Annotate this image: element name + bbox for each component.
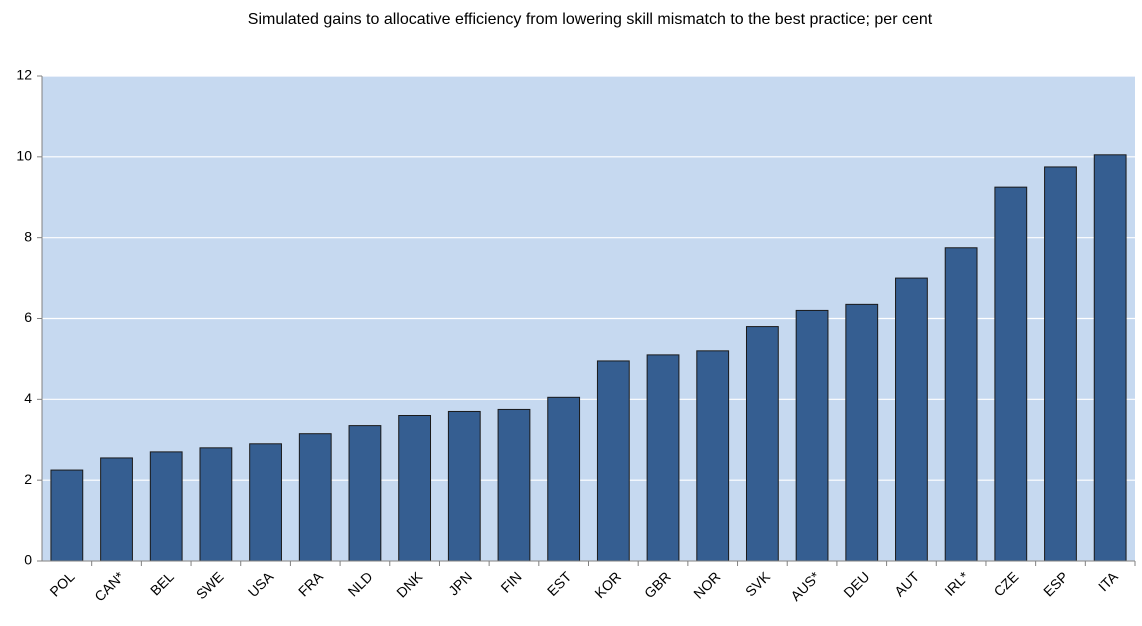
x-tick-label: GBR bbox=[641, 568, 674, 601]
x-tick-label: EST bbox=[544, 568, 575, 599]
bar bbox=[1044, 166, 1077, 562]
x-tick-label: CZE bbox=[990, 568, 1021, 599]
x-tick-label: POL bbox=[46, 568, 77, 599]
x-tick-label: ESP bbox=[1040, 568, 1071, 599]
x-tick-label: USA bbox=[245, 568, 277, 600]
y-tick-label: 4 bbox=[24, 390, 32, 406]
bar bbox=[845, 303, 879, 562]
bar bbox=[547, 396, 581, 562]
y-tick-label: 12 bbox=[16, 67, 32, 83]
x-tick-label: JPN bbox=[445, 568, 475, 598]
x-tick-label: KOR bbox=[591, 568, 624, 601]
bar bbox=[497, 408, 531, 562]
bar bbox=[249, 443, 282, 562]
bar bbox=[895, 277, 928, 562]
y-tick-label: 2 bbox=[24, 471, 32, 487]
bar bbox=[298, 433, 332, 562]
bar bbox=[50, 469, 84, 562]
bar bbox=[944, 247, 978, 562]
x-tick-label: CAN* bbox=[91, 568, 127, 604]
bar bbox=[447, 410, 481, 562]
bar bbox=[745, 326, 779, 562]
bar bbox=[795, 309, 829, 562]
x-tick-label: NLD bbox=[345, 568, 376, 599]
x-tick-label: AUT bbox=[891, 568, 922, 599]
bar bbox=[596, 360, 630, 562]
x-tick-label: AUS* bbox=[787, 568, 823, 604]
y-tick-label: 10 bbox=[16, 148, 32, 164]
x-tick-label: ITA bbox=[1095, 568, 1121, 594]
bar bbox=[696, 350, 730, 562]
x-tick-label: SVK bbox=[742, 568, 774, 600]
x-tick-label: FIN bbox=[497, 568, 524, 595]
x-tick-label: DEU bbox=[840, 568, 872, 600]
y-tick-label: 0 bbox=[24, 552, 32, 568]
x-tick-label: FRA bbox=[295, 568, 327, 600]
x-tick-label: DNK bbox=[393, 568, 426, 601]
x-tick-label: IRL* bbox=[941, 568, 972, 599]
bar bbox=[994, 186, 1028, 562]
bar bbox=[100, 457, 133, 562]
bar bbox=[1093, 154, 1127, 562]
y-tick-label: 8 bbox=[24, 228, 32, 244]
bar bbox=[398, 415, 432, 562]
y-tick-label: 6 bbox=[24, 309, 32, 325]
bar bbox=[646, 354, 680, 562]
bar bbox=[348, 425, 382, 562]
bar bbox=[149, 451, 183, 562]
x-tick-label: SWE bbox=[193, 568, 227, 602]
x-tick-label: NOR bbox=[690, 568, 723, 601]
chart-title: Simulated gains to allocative efficiency… bbox=[248, 11, 933, 28]
x-tick-label: BEL bbox=[147, 568, 177, 598]
bar bbox=[199, 447, 233, 562]
